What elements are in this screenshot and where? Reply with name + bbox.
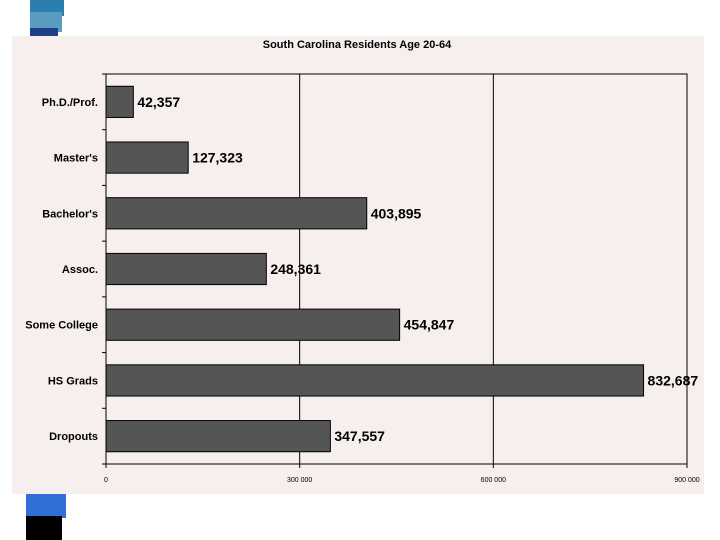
bar (105, 308, 401, 341)
data-label: 347,557 (334, 428, 385, 444)
data-label: 127,323 (192, 150, 243, 166)
category-label: Master's (54, 153, 98, 165)
bar-chart: South Carolina Residents Age 20-64 0 300 … (25, 39, 700, 484)
category-label: HS Grads (48, 375, 98, 387)
category-label: Bachelor's (42, 208, 98, 220)
data-label: 454,847 (404, 317, 455, 333)
x-tick-label: 300 000 (287, 477, 312, 484)
category-label: Assoc. (62, 264, 98, 276)
category-label: Ph.D./Prof. (42, 97, 98, 109)
decorative-block (26, 516, 62, 540)
chart-title: South Carolina Residents Age 20-64 (263, 39, 452, 51)
chart-panel: South Carolina Residents Age 20-64 0 300 … (12, 36, 704, 494)
bar (105, 420, 331, 453)
x-tick-label: 600 000 (481, 477, 506, 484)
x-tick-label: 0 (104, 477, 108, 484)
decorative-block (30, 12, 62, 32)
category-label: Some College (25, 320, 98, 332)
bar (105, 252, 267, 286)
category-label: Dropouts (49, 431, 98, 443)
data-label: 832,687 (648, 372, 699, 388)
bar (105, 85, 134, 118)
x-tick-label: 900 000 (674, 477, 699, 484)
bar (105, 364, 645, 397)
bar (105, 197, 368, 230)
data-label: 403,895 (371, 205, 422, 221)
decorative-block (26, 492, 66, 518)
data-label: 248,361 (270, 261, 321, 277)
data-label: 42,357 (137, 94, 180, 110)
decorative-block (30, 28, 58, 36)
bar (105, 141, 189, 174)
